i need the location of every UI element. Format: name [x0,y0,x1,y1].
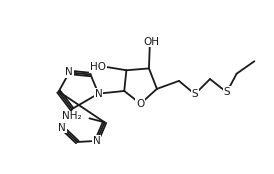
Text: O: O [136,99,145,109]
Text: NH₂: NH₂ [62,112,81,121]
Text: S: S [192,89,198,99]
Text: HO: HO [90,62,106,72]
Text: N: N [65,67,73,77]
Text: N: N [93,136,101,146]
Text: N: N [95,89,102,99]
Text: OH: OH [143,37,159,47]
Text: S: S [223,87,230,97]
Text: N: N [58,123,66,133]
